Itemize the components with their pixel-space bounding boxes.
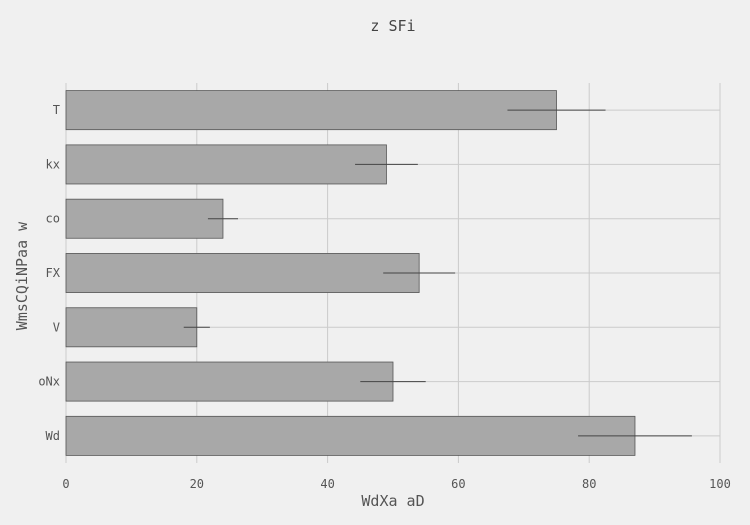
bar-FX — [65, 253, 420, 293]
x-axis-label: WdXa aD — [361, 492, 424, 510]
y-tick-label: Wd — [46, 429, 60, 443]
bar-kx — [65, 144, 387, 185]
bar-V — [65, 307, 198, 348]
y-tick-label: oNx — [38, 375, 60, 389]
y-tick-label: co — [46, 212, 60, 226]
y-tick-label: T — [53, 103, 60, 117]
x-tick-label: 80 — [582, 477, 596, 491]
bar-oNx — [65, 361, 394, 402]
bar-co — [65, 198, 224, 239]
bar-T — [65, 90, 557, 131]
x-tick-label: 40 — [320, 477, 334, 491]
x-tick-label: 20 — [190, 477, 204, 491]
x-tick-label: 60 — [451, 477, 465, 491]
y-tick-label: FX — [46, 266, 61, 280]
bar-Wd — [65, 415, 636, 456]
y-tick-label: V — [53, 320, 60, 334]
x-tick-label: 100 — [709, 477, 731, 491]
y-tick-label: kx — [46, 157, 60, 171]
x-tick-label: 0 — [62, 477, 69, 491]
chart-title: z SFi — [370, 17, 415, 35]
y-axis-label: WmsCQiNPaa w — [13, 221, 31, 330]
bars — [65, 90, 692, 456]
